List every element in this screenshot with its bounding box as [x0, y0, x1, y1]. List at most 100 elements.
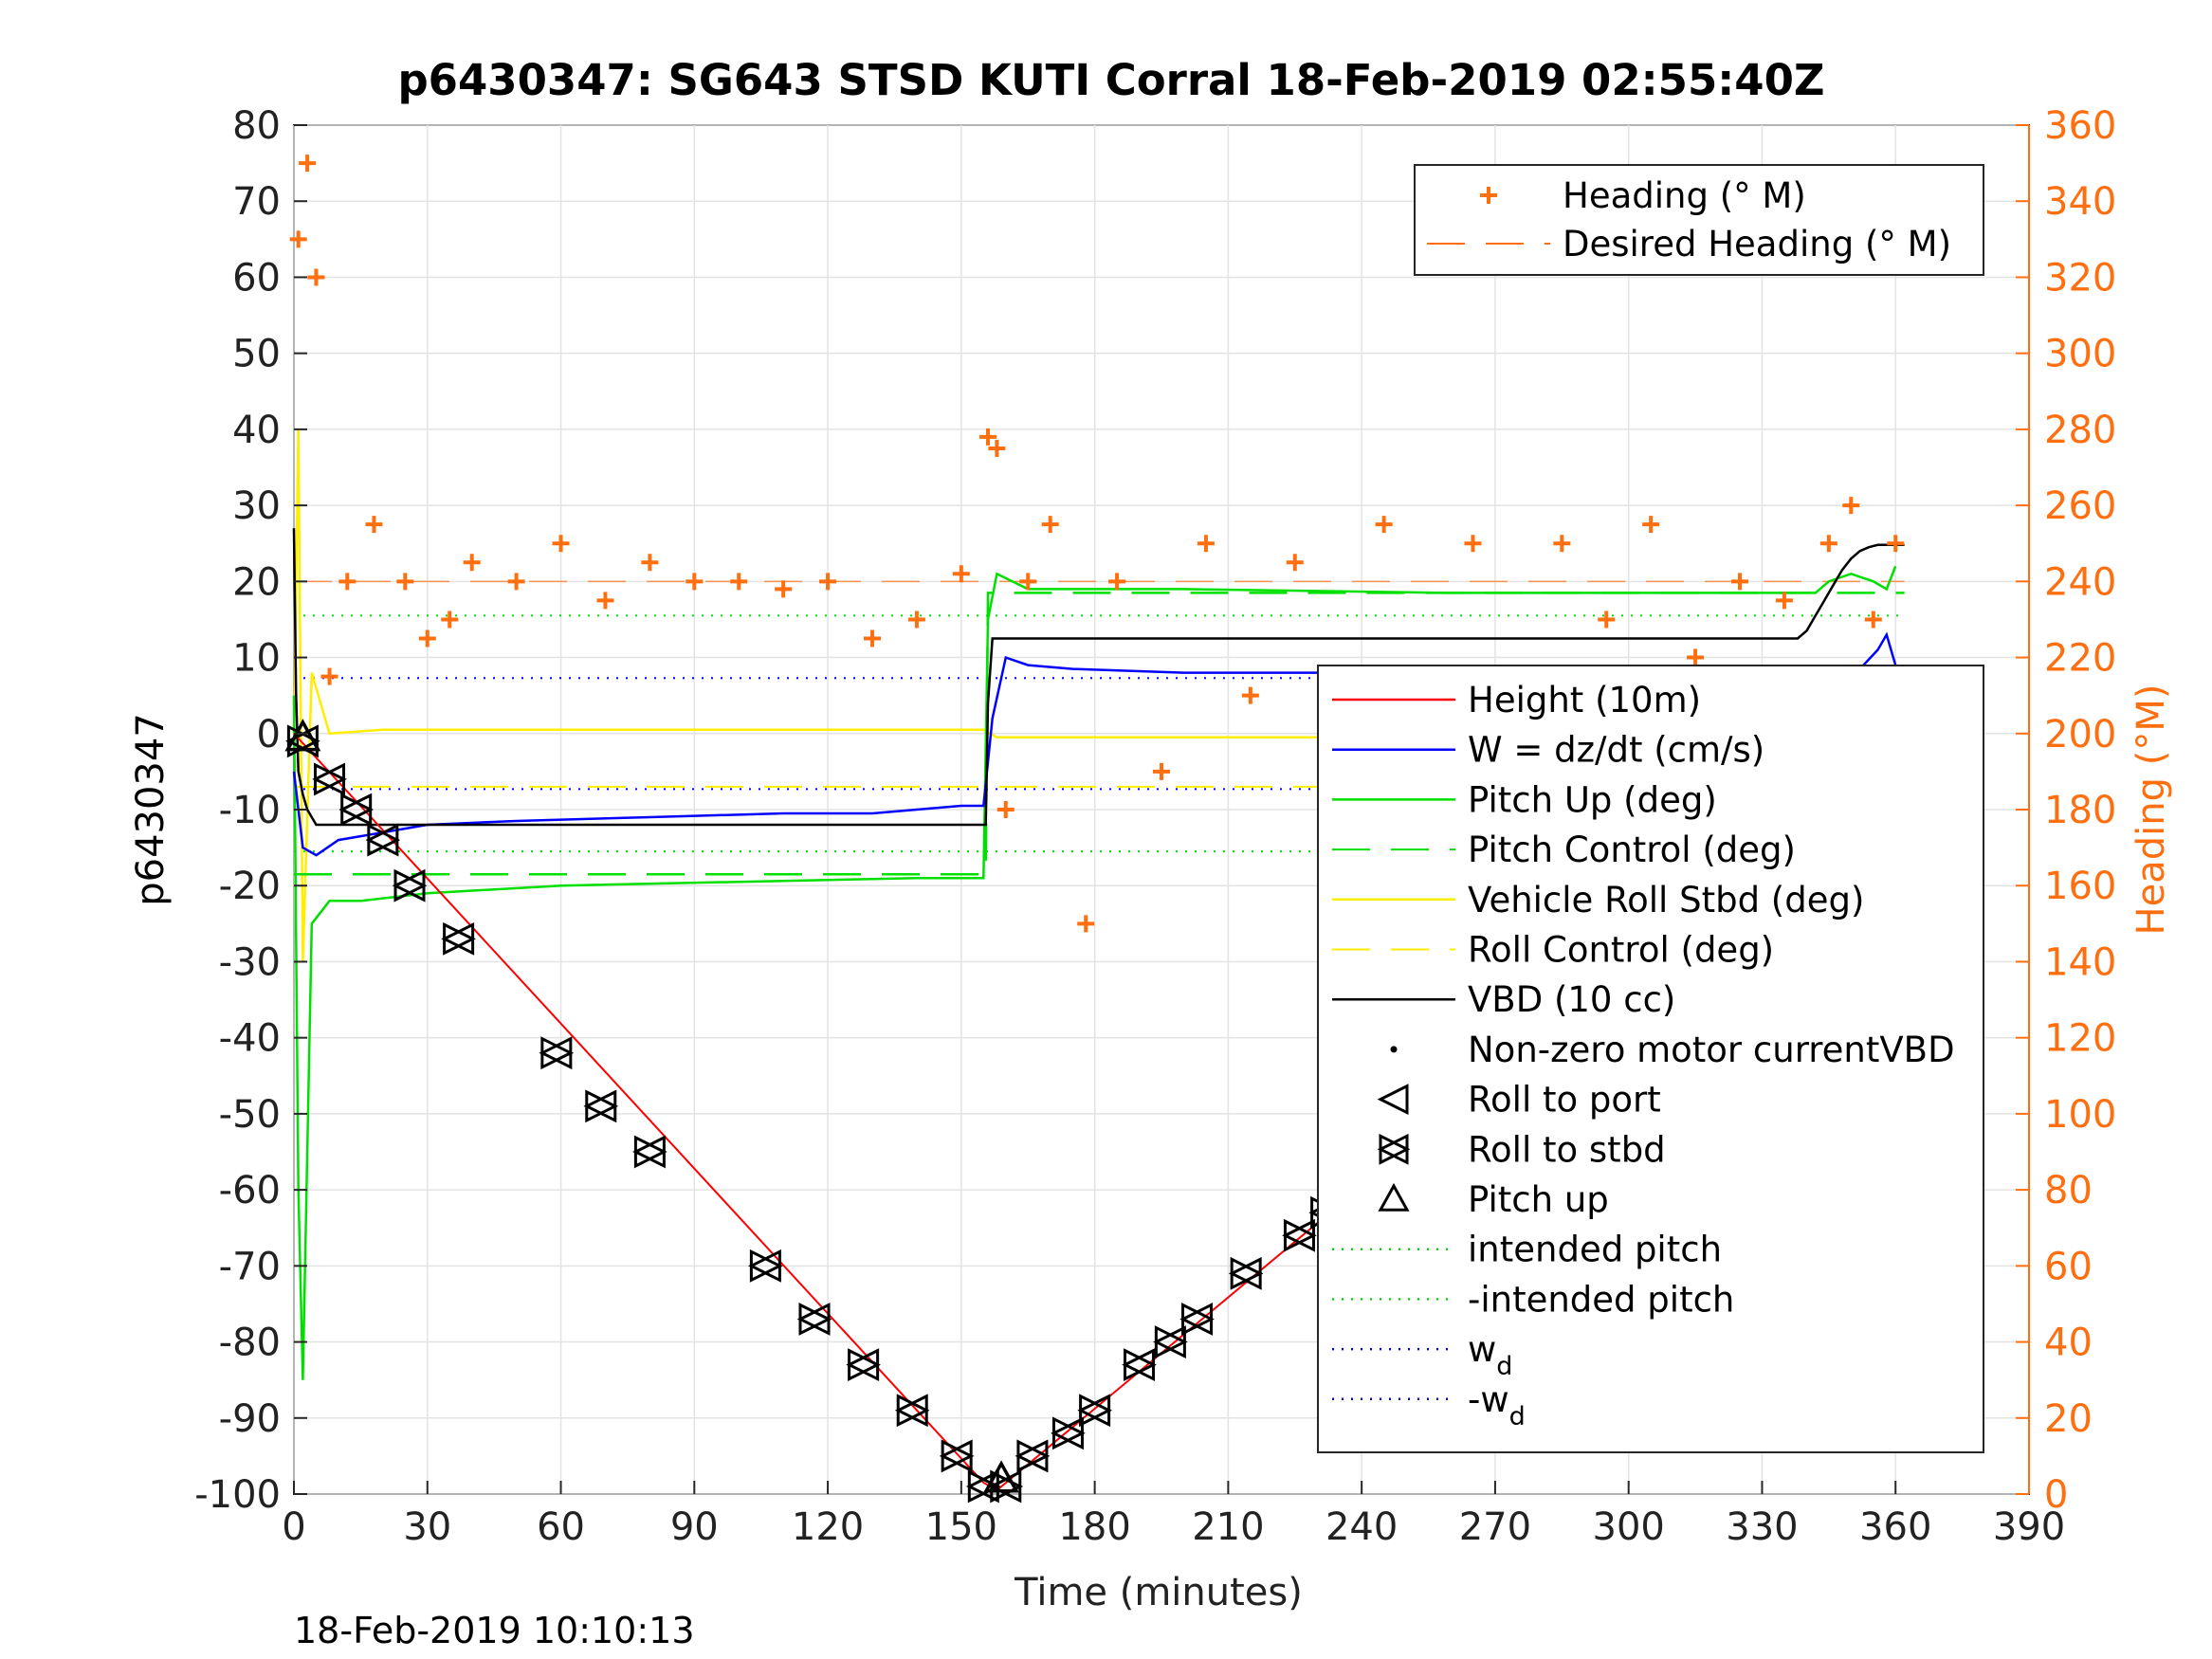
roll-to-stbd-marker: [896, 1394, 930, 1428]
legend-main-entry: VBD (10 cc): [1468, 979, 1675, 1020]
legend-main-entry: Height (10m): [1468, 680, 1701, 720]
x-tick-label: 330: [1726, 1505, 1798, 1549]
heading-point: [988, 439, 1006, 457]
y-tick-label: -40: [219, 1017, 281, 1061]
heading-point: [1887, 535, 1905, 553]
heading-point: [1019, 573, 1037, 591]
y-axis-right-label: Heading (°M): [2130, 684, 2173, 936]
x-tick-label: 150: [925, 1505, 997, 1549]
y-tick-label: -10: [219, 789, 281, 832]
y-right-tick-label: 0: [2044, 1473, 2068, 1517]
grid: [293, 124, 2030, 1495]
roll-to-stbd-marker: [941, 1439, 975, 1473]
y-tick-label: 50: [232, 333, 281, 376]
heading-point: [1819, 535, 1837, 553]
heading-point: [1687, 648, 1705, 666]
heading-point: [1598, 611, 1616, 629]
x-tick-label: 90: [670, 1505, 719, 1549]
legend-main-entry: Roll Control (deg): [1468, 930, 1774, 971]
x-tick-label: 360: [1859, 1505, 1931, 1549]
y-tick-label: 20: [232, 560, 281, 604]
heading-point: [1241, 686, 1259, 704]
heading-point: [1553, 535, 1571, 553]
heading-point: [1864, 611, 1882, 629]
pitch-up-marker: [284, 719, 321, 752]
heading-point: [1464, 535, 1482, 553]
roll-to-stbd-marker: [340, 793, 375, 827]
y-right-tick-label: 120: [2044, 1017, 2116, 1061]
roll-to-stbd-marker: [1154, 1325, 1188, 1358]
legend-main-entry: Roll to stbd: [1468, 1129, 1666, 1170]
y-tick-label: 10: [232, 637, 281, 681]
legend-main-entry: Pitch Up (deg): [1468, 779, 1717, 820]
x-tick-label: 30: [403, 1505, 451, 1549]
legend-main-entry: Vehicle Roll Stbd (deg): [1468, 880, 1864, 921]
legend-main-entry: Pitch up: [1468, 1179, 1609, 1220]
y-right-tick-label: 320: [2044, 256, 2116, 300]
y-right-tick-label: 260: [2044, 484, 2116, 528]
heading-point: [1197, 535, 1215, 553]
y-tick-label: 60: [232, 256, 281, 300]
x-tick-label: 240: [1325, 1505, 1398, 1549]
heading-point: [641, 554, 659, 572]
roll-to-stbd-marker: [1230, 1256, 1264, 1290]
legend-heading-entry: Desired Heading (° M): [1563, 224, 1951, 264]
roll-to-stbd-marker: [1283, 1218, 1317, 1252]
heading-point: [299, 155, 317, 173]
roll-to-stbd-marker: [749, 1249, 783, 1283]
y-right-tick-label: 300: [2044, 333, 2116, 376]
roll-to-stbd-marker: [393, 868, 428, 902]
heading-point: [1731, 573, 1748, 591]
y-tick-label: 40: [232, 409, 281, 452]
heading-point: [1077, 915, 1095, 933]
heading-point: [463, 554, 481, 572]
heading-point: [418, 629, 436, 647]
pitch-up-marker: [983, 1460, 1020, 1493]
roll-to-stbd-marker: [990, 1469, 1024, 1504]
x-tick-label: 300: [1593, 1505, 1665, 1549]
heading-point: [365, 516, 383, 534]
heading-point: [552, 535, 570, 553]
y-tick-label: -50: [219, 1093, 281, 1137]
vbd-series: [292, 528, 1905, 827]
heading-point: [996, 801, 1015, 818]
heading-point: [396, 573, 414, 591]
heading-point: [1153, 762, 1170, 780]
y-tick-label: 70: [232, 180, 281, 224]
y-axis-label: p6430347: [129, 713, 173, 906]
y-tick-label: -70: [219, 1245, 281, 1288]
roll-to-stbd-marker: [848, 1348, 881, 1382]
roll-to-stbd-marker: [1051, 1416, 1086, 1450]
y-tick-label: 80: [232, 104, 281, 148]
heading-point: [1375, 516, 1393, 534]
legend-main-entry: -intended pitch: [1468, 1279, 1734, 1320]
legend-main: Height (10m) W = dz/dt (cm/s) Pitch Up (de…: [1317, 665, 1984, 1453]
chart-title: p6430347: SG643 STSD KUTI Corral 18-Feb-…: [397, 55, 1824, 105]
y-tick-label: -100: [194, 1473, 281, 1517]
x-axis-ticks: 0 30 60 90 120 150 180 210 240 270 300 330 360 390: [282, 1481, 2065, 1549]
heading-point: [289, 230, 307, 248]
heading-point: [441, 611, 459, 629]
y-right-tick-label: 200: [2044, 713, 2116, 757]
legend-plus-marker: [1480, 187, 1497, 204]
roll-to-stbd-marker: [367, 823, 401, 857]
heading-point: [979, 428, 996, 446]
roll-to-stbd-marker: [443, 921, 476, 956]
x-tick-label: 0: [282, 1505, 305, 1549]
legend-dot-marker: [1390, 1046, 1398, 1053]
x-tick-label: 270: [1459, 1505, 1531, 1549]
y-right-tick-label: 160: [2044, 865, 2116, 908]
roll-to-stbd-marker: [798, 1303, 832, 1336]
heading-point: [320, 667, 338, 685]
y-right-tick-label: 60: [2044, 1245, 2093, 1288]
x-tick-label: 390: [1993, 1505, 2065, 1549]
heading-point: [1041, 516, 1059, 534]
heading-point: [952, 565, 970, 583]
y-axis-right-ticks: 3603403203002802602402202001801601401201…: [2016, 104, 2116, 1517]
y-tick-label: 30: [232, 484, 281, 528]
x-tick-label: 60: [537, 1505, 585, 1549]
legend-main-entry: Roll to port: [1468, 1080, 1661, 1121]
y-right-tick-label: 20: [2044, 1397, 2093, 1441]
heading-point: [1842, 497, 1860, 515]
roll-to-stbd-marker: [633, 1135, 667, 1169]
